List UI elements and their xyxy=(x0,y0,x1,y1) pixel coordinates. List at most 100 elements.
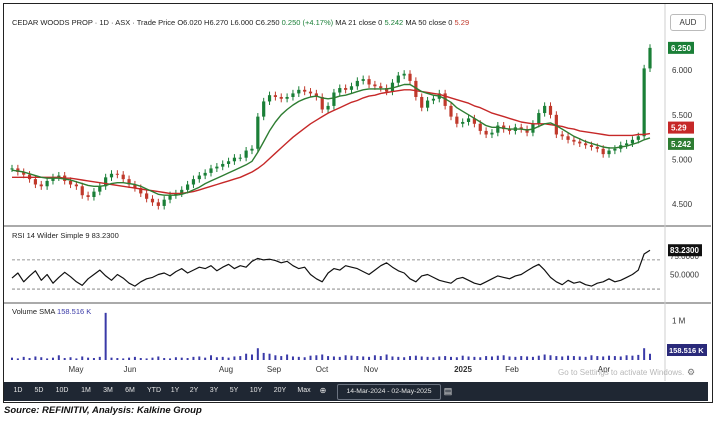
volume-last-badge-text: 158.516 K xyxy=(669,346,704,355)
timeframe-button-ytd[interactable]: YTD xyxy=(147,387,161,394)
candle-body xyxy=(642,68,646,137)
volume-bar xyxy=(81,356,84,360)
rsi-axis-tick-1: 50.0000 xyxy=(670,270,699,279)
candle-body xyxy=(45,180,49,187)
ma50-label: MA 50 close 0 xyxy=(405,18,453,27)
currency-button[interactable]: AUD xyxy=(670,14,706,31)
time-axis-tick-4: Oct xyxy=(316,365,329,374)
timeframe-button-5y[interactable]: 5Y xyxy=(229,387,239,394)
ohlc-high: H6.270 xyxy=(204,18,229,27)
volume-bar xyxy=(262,352,265,360)
volume-bar xyxy=(608,355,611,360)
volume-bar xyxy=(92,358,95,360)
volume-bar xyxy=(268,353,271,360)
volume-bar xyxy=(549,355,552,360)
volume-bar xyxy=(309,355,312,360)
candle-body xyxy=(595,146,599,149)
candle-body xyxy=(33,179,38,185)
candle-body xyxy=(291,93,295,97)
volume-bar xyxy=(391,356,394,360)
candle-body xyxy=(584,143,588,146)
candle-body xyxy=(601,148,605,155)
candle-body xyxy=(191,179,196,185)
timeframe-button-5d[interactable]: 5D xyxy=(34,387,44,394)
candle-body xyxy=(548,105,553,115)
volume-bar xyxy=(537,355,540,360)
timeframe-button-6m[interactable]: 6M xyxy=(125,387,135,394)
volume-bar xyxy=(133,356,136,360)
candle-body xyxy=(180,189,184,194)
calendar-icon[interactable]: ▤ xyxy=(443,386,453,396)
candle-body xyxy=(308,91,313,94)
ohlc-low: L6.000 xyxy=(230,18,254,27)
candle-body xyxy=(267,95,272,102)
candle-body xyxy=(238,157,242,159)
volume-bar xyxy=(426,356,429,360)
volume-bar xyxy=(75,358,78,360)
candle-body xyxy=(572,139,576,142)
candle-body xyxy=(226,161,231,164)
volume-bar xyxy=(174,357,177,360)
compare-icon[interactable]: ⊕ xyxy=(319,386,327,395)
volume-bar xyxy=(110,357,113,360)
volume-bar xyxy=(198,356,201,360)
volume-bar xyxy=(490,356,493,360)
candle-body xyxy=(273,95,277,97)
candle-body xyxy=(168,195,172,200)
volume-bar xyxy=(379,356,382,360)
volume-bar xyxy=(444,356,447,360)
candle-body xyxy=(425,100,430,108)
candle-body xyxy=(484,130,488,135)
ma21-line xyxy=(11,83,651,196)
candle-body xyxy=(449,105,453,117)
time-axis-tick-1: Jun xyxy=(124,365,137,374)
volume-bar xyxy=(368,356,371,360)
volume-bar xyxy=(502,355,505,360)
timeframe-button-10y[interactable]: 10Y xyxy=(249,387,263,394)
volume-bar xyxy=(332,356,335,360)
ma50-last-badge-text: 5.29 xyxy=(671,124,687,133)
candle-body xyxy=(607,150,611,155)
candle-body xyxy=(472,118,477,124)
timeframe-button-max[interactable]: Max xyxy=(297,387,311,394)
candle-body xyxy=(630,139,635,144)
volume-bar xyxy=(180,357,183,360)
volume-bar xyxy=(613,356,616,360)
timeframe-button-20y[interactable]: 20Y xyxy=(273,387,287,394)
price-change: 0.250 (+4.17%) xyxy=(281,18,334,27)
candle-body xyxy=(314,93,318,97)
candle-body xyxy=(554,114,558,135)
timeframe-button-1y[interactable]: 1Y xyxy=(170,387,180,394)
price-axis-tick-0: 6.000 xyxy=(672,66,693,75)
timeframe-button-3y[interactable]: 3Y xyxy=(209,387,219,394)
timeframe-button-1d[interactable]: 1D xyxy=(13,387,23,394)
ma21-label: MA 21 close 0 xyxy=(335,18,383,27)
time-axis-tick-3: Sep xyxy=(267,365,282,374)
timeframe-button-10d[interactable]: 10D xyxy=(55,387,69,394)
volume-bar xyxy=(420,356,423,360)
settings-gear-icon[interactable]: ⚙ xyxy=(686,367,696,377)
date-range-picker[interactable]: 14-Mar-2024 - 02-May-2025 xyxy=(337,384,441,400)
candle-body xyxy=(502,125,506,130)
candle-body xyxy=(408,73,412,81)
windows-activation-watermark: Go to Settings to activate Windows. xyxy=(558,368,685,377)
candle-body xyxy=(496,125,500,133)
timeframe-button-2y[interactable]: 2Y xyxy=(189,387,199,394)
volume-bar xyxy=(192,356,195,360)
candle-body xyxy=(344,88,348,90)
volume-bar xyxy=(22,356,25,360)
candle-body xyxy=(127,179,131,185)
candle-body xyxy=(145,193,149,199)
volume-bar xyxy=(520,356,523,360)
time-axis-tick-7: Feb xyxy=(505,365,519,374)
volume-bar xyxy=(631,355,634,360)
candle-body xyxy=(566,136,570,140)
timeframe-button-1m[interactable]: 1M xyxy=(81,387,91,394)
candle-body xyxy=(98,186,102,192)
candle-body xyxy=(215,166,219,169)
timeframe-button-3m[interactable]: 3M xyxy=(103,387,113,394)
candle-body xyxy=(197,175,201,180)
volume-bar xyxy=(338,356,341,360)
candle-body xyxy=(303,89,307,92)
volume-bar xyxy=(280,356,283,360)
